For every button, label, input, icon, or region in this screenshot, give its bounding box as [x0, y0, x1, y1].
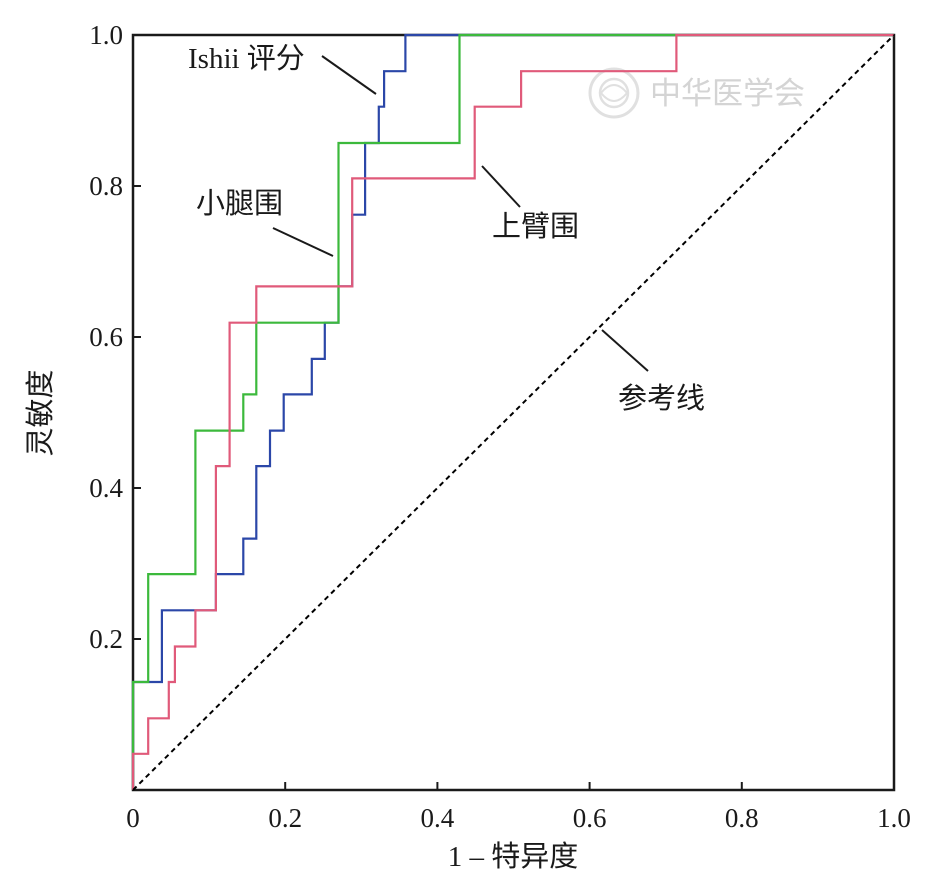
- watermark-text: 中华医学会: [650, 76, 805, 112]
- y-tick-label: 1.0: [89, 20, 123, 50]
- x-tick-label: 0.8: [725, 803, 759, 833]
- x-tick-label: 0.4: [421, 803, 455, 833]
- x-tick-label: 0.2: [268, 803, 302, 833]
- series-line-calf-circumference: [131, 33, 894, 790]
- axis-ticks: 0 0.2 0.4 0.6 0.8 1.0 0.2 0.4 0.6 0.8 1.0: [89, 20, 911, 833]
- annotation-calf: 小腿围: [196, 188, 283, 220]
- x-axis-label: 1 – 特异度: [448, 840, 579, 873]
- y-tick-label: 0.4: [89, 473, 123, 503]
- annotation-reference: 参考线: [618, 382, 705, 415]
- x-tick-label: 0: [126, 803, 140, 833]
- leader-ishii: [321, 55, 377, 95]
- annotation-leaders: [272, 55, 649, 372]
- leader-calf: [272, 227, 334, 257]
- leader-reference: [601, 329, 649, 372]
- annotation-arm: 上臂围: [492, 210, 579, 243]
- annotation-ishii: Ishii 评分: [188, 43, 305, 75]
- x-tick-label: 0.6: [573, 803, 607, 833]
- y-axis-label: 灵敏度: [24, 369, 57, 456]
- series-line-reference-line: [132, 34, 895, 791]
- y-tick-label: 0.8: [89, 171, 123, 201]
- x-tick-label: 1.0: [877, 803, 911, 833]
- y-tick-label: 0.6: [89, 322, 123, 352]
- series-layer: [131, 33, 895, 791]
- y-tick-label: 0.2: [89, 624, 123, 654]
- leader-arm: [481, 165, 521, 208]
- watermark-logo: [588, 67, 640, 119]
- series-line-upper-arm-circumference: [131, 33, 894, 790]
